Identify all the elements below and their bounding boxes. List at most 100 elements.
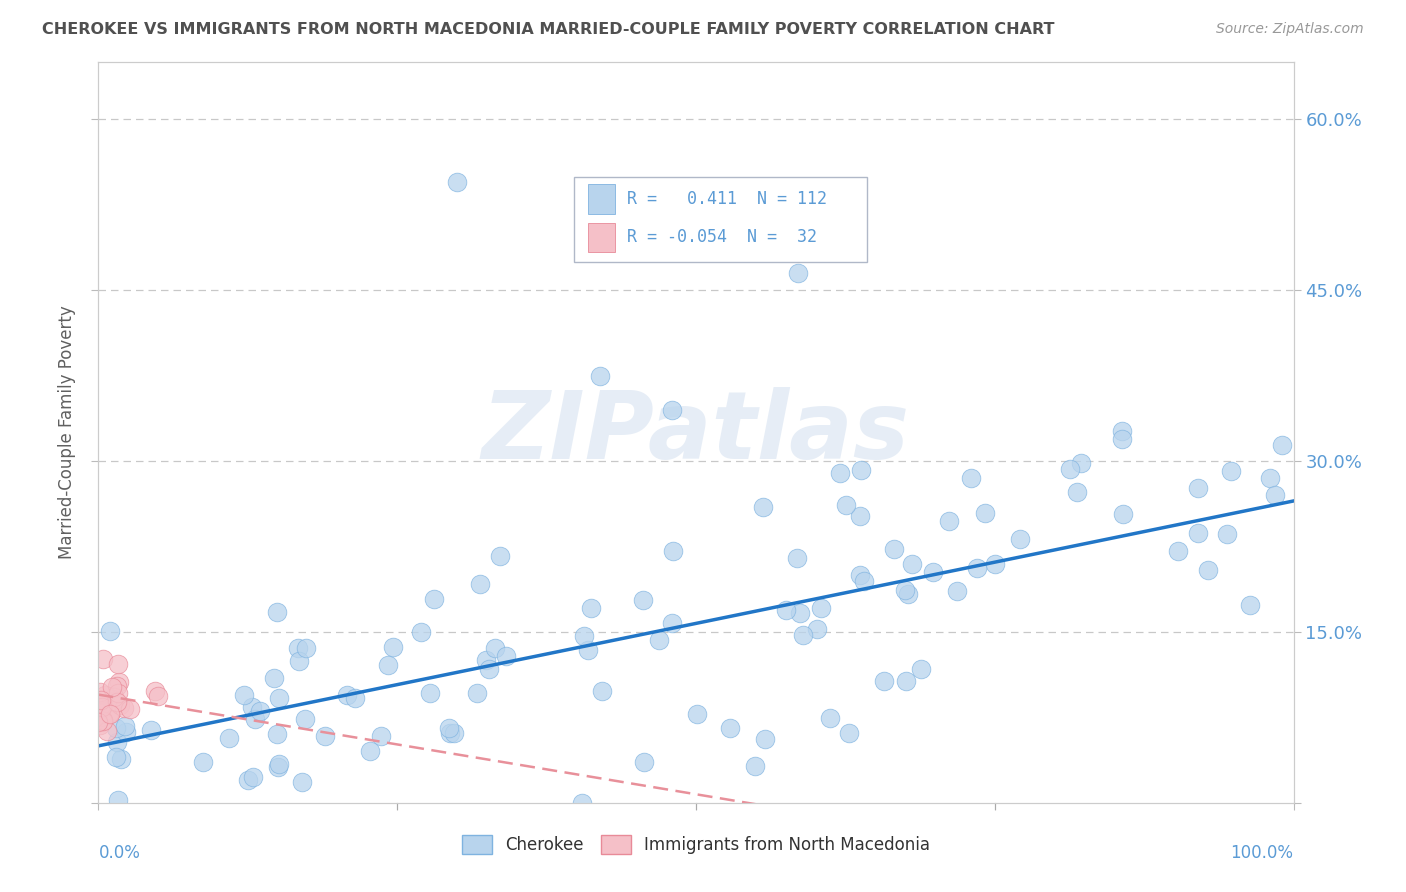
Point [104, 721, 127, 735]
Point [893, 582, 915, 597]
Point [1167, 544, 1189, 558]
Point [589, 368, 612, 383]
Point [838, 726, 860, 740]
Point [287, 641, 309, 656]
Point [267, 756, 290, 771]
Point [90, 710, 112, 724]
Point [90, 701, 112, 715]
Point [661, 402, 683, 417]
Point [89, 717, 111, 731]
Point [938, 515, 960, 529]
Point [775, 603, 797, 617]
Point [100, 705, 122, 719]
Point [883, 542, 905, 557]
Point [105, 695, 128, 709]
Point [90, 693, 112, 707]
Point [478, 662, 501, 676]
Point [101, 694, 124, 708]
Point [1258, 471, 1281, 485]
Point [853, 574, 876, 588]
Point [233, 688, 256, 702]
Point [633, 592, 655, 607]
Text: ZIPatlas: ZIPatlas [482, 386, 910, 479]
Point [910, 662, 932, 676]
Point [91, 698, 114, 713]
Point [114, 725, 136, 739]
Text: CHEROKEE VS IMMIGRANTS FROM NORTH MACEDONIA MARRIED-COUPLE FAMILY POVERTY CORREL: CHEROKEE VS IMMIGRANTS FROM NORTH MACEDO… [42, 22, 1054, 37]
Point [89, 696, 111, 710]
Point [849, 509, 872, 524]
Point [143, 684, 166, 698]
Point [411, 625, 433, 640]
Point [107, 686, 129, 700]
Text: 0.0%: 0.0% [98, 844, 141, 862]
Point [960, 471, 983, 485]
Point [419, 686, 441, 700]
Point [465, 686, 488, 700]
Point [849, 567, 872, 582]
Point [489, 549, 512, 563]
Text: R = -0.054  N =  32: R = -0.054 N = 32 [627, 228, 817, 246]
Point [139, 723, 162, 737]
Point [752, 500, 775, 514]
Point [96, 724, 118, 739]
Point [266, 605, 288, 619]
Point [291, 774, 314, 789]
Point [94, 688, 117, 702]
Point [810, 600, 832, 615]
Point [437, 721, 460, 735]
Point [98, 624, 121, 639]
Point [1070, 456, 1092, 470]
Point [744, 759, 766, 773]
Point [754, 731, 776, 746]
Point [946, 584, 969, 599]
Point [236, 772, 259, 787]
Point [370, 730, 392, 744]
Point [103, 690, 125, 704]
Point [105, 679, 128, 693]
Point [146, 689, 169, 703]
Legend: Cherokee, Immigrants from North Macedonia: Cherokee, Immigrants from North Macedoni… [456, 829, 936, 861]
Point [91, 714, 114, 728]
Point [267, 760, 290, 774]
Point [344, 691, 367, 706]
Point [1111, 425, 1133, 439]
Point [381, 640, 404, 654]
Point [314, 729, 336, 743]
Point [661, 543, 683, 558]
Point [786, 550, 808, 565]
Point [900, 557, 922, 571]
Point [98, 706, 121, 721]
Point [591, 683, 613, 698]
Point [423, 591, 446, 606]
Point [1187, 526, 1209, 541]
Point [295, 640, 318, 655]
Point [446, 175, 468, 189]
Point [648, 633, 671, 648]
Point [287, 654, 309, 668]
Point [633, 755, 655, 769]
Point [894, 673, 917, 688]
Point [439, 726, 461, 740]
Point [336, 688, 359, 702]
FancyBboxPatch shape [574, 178, 868, 262]
Point [112, 701, 135, 715]
Bar [589, 184, 614, 214]
Point [107, 793, 129, 807]
Point [240, 700, 263, 714]
Point [818, 711, 841, 725]
Point [91, 713, 114, 727]
Point [718, 721, 741, 735]
Point [91, 700, 114, 714]
Point [108, 698, 131, 713]
Point [1197, 563, 1219, 577]
Point [579, 600, 602, 615]
Point [984, 557, 1007, 571]
Point [263, 671, 285, 685]
Point [474, 653, 496, 667]
Text: R =   0.411  N = 112: R = 0.411 N = 112 [627, 190, 827, 208]
Point [966, 560, 988, 574]
Point [576, 642, 599, 657]
Point [1216, 526, 1239, 541]
Point [1264, 488, 1286, 502]
